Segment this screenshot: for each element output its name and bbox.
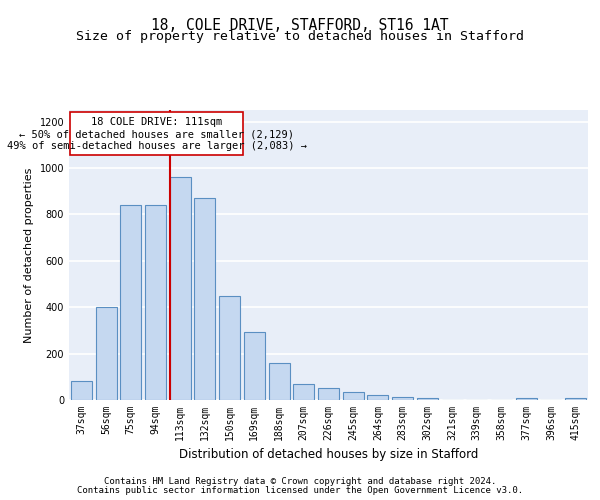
Bar [417, 398, 438, 400]
Text: 18, COLE DRIVE, STAFFORD, ST16 1AT: 18, COLE DRIVE, STAFFORD, ST16 1AT [151, 18, 449, 32]
Bar [219, 296, 240, 400]
Bar [95, 307, 116, 400]
Text: ← 50% of detached houses are smaller (2,129): ← 50% of detached houses are smaller (2,… [19, 129, 294, 139]
Bar [120, 205, 141, 400]
FancyBboxPatch shape [70, 112, 243, 154]
Bar [145, 205, 166, 400]
Bar [343, 392, 364, 400]
Bar [71, 382, 92, 400]
Y-axis label: Number of detached properties: Number of detached properties [24, 168, 34, 342]
Bar [318, 388, 339, 400]
Text: 18 COLE DRIVE: 111sqm: 18 COLE DRIVE: 111sqm [91, 116, 223, 126]
Bar [565, 398, 586, 400]
Bar [293, 384, 314, 400]
Bar [170, 178, 191, 400]
Text: 49% of semi-detached houses are larger (2,083) →: 49% of semi-detached houses are larger (… [7, 142, 307, 152]
Text: Contains public sector information licensed under the Open Government Licence v3: Contains public sector information licen… [77, 486, 523, 495]
Bar [244, 332, 265, 400]
X-axis label: Distribution of detached houses by size in Stafford: Distribution of detached houses by size … [179, 448, 478, 462]
Text: Size of property relative to detached houses in Stafford: Size of property relative to detached ho… [76, 30, 524, 43]
Text: Contains HM Land Registry data © Crown copyright and database right 2024.: Contains HM Land Registry data © Crown c… [104, 477, 496, 486]
Bar [269, 363, 290, 400]
Bar [367, 396, 388, 400]
Bar [194, 198, 215, 400]
Bar [516, 398, 537, 400]
Bar [392, 396, 413, 400]
